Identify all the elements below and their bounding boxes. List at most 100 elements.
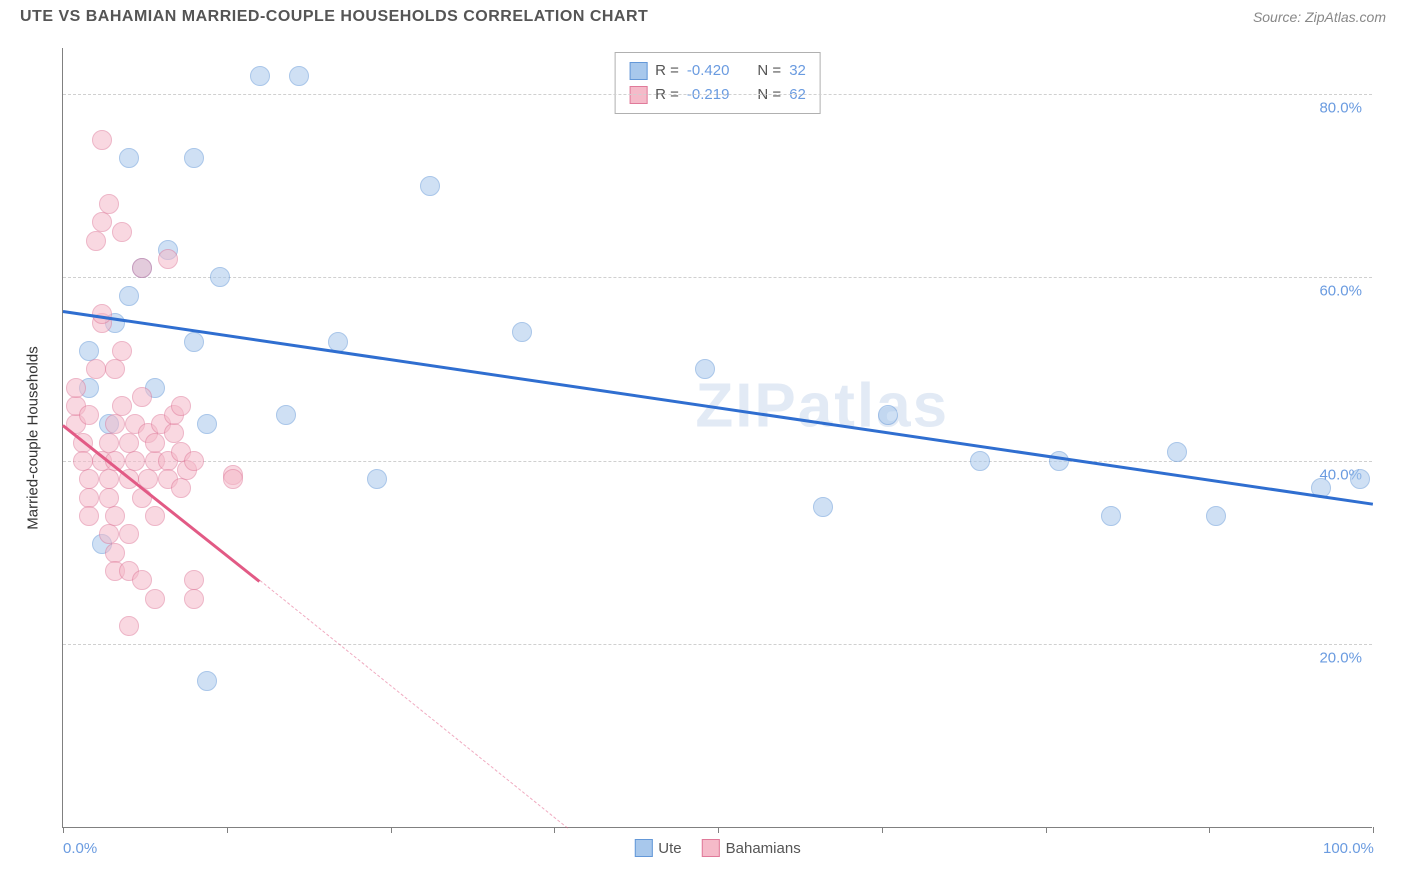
legend-row: R = -0.420 N = 32 bbox=[629, 59, 806, 83]
series-legend-label: Bahamians bbox=[726, 840, 801, 857]
scatter-marker bbox=[105, 506, 125, 526]
y-tick-label: 80.0% bbox=[1319, 99, 1362, 116]
scatter-marker bbox=[92, 130, 112, 150]
scatter-marker bbox=[164, 423, 184, 443]
scatter-marker bbox=[158, 249, 178, 269]
scatter-marker bbox=[79, 488, 99, 508]
scatter-marker bbox=[105, 543, 125, 563]
x-tick bbox=[1373, 827, 1374, 833]
scatter-marker bbox=[289, 66, 309, 86]
gridline-h bbox=[63, 277, 1372, 278]
x-tick bbox=[882, 827, 883, 833]
legend-swatch bbox=[634, 839, 652, 857]
legend-swatch bbox=[702, 839, 720, 857]
x-label-max: 100.0% bbox=[1323, 840, 1374, 857]
scatter-marker bbox=[145, 506, 165, 526]
legend-r-value: -0.420 bbox=[687, 59, 730, 83]
scatter-marker bbox=[171, 396, 191, 416]
scatter-marker bbox=[1206, 506, 1226, 526]
scatter-marker bbox=[112, 341, 132, 361]
series-legend: Ute Bahamians bbox=[634, 839, 800, 857]
scatter-marker bbox=[132, 258, 152, 278]
scatter-marker bbox=[79, 341, 99, 361]
scatter-marker bbox=[1167, 442, 1187, 462]
y-tick-label: 20.0% bbox=[1319, 650, 1362, 667]
scatter-marker bbox=[1350, 469, 1370, 489]
scatter-marker bbox=[112, 396, 132, 416]
scatter-marker bbox=[184, 332, 204, 352]
x-tick bbox=[227, 827, 228, 833]
trend-line bbox=[259, 580, 567, 829]
series-legend-item: Ute bbox=[634, 839, 681, 857]
scatter-marker bbox=[276, 405, 296, 425]
legend-n-label: N = bbox=[757, 83, 781, 107]
scatter-marker bbox=[223, 469, 243, 489]
gridline-h bbox=[63, 94, 1372, 95]
scatter-marker bbox=[420, 176, 440, 196]
x-tick bbox=[1209, 827, 1210, 833]
scatter-marker bbox=[367, 469, 387, 489]
scatter-marker bbox=[512, 322, 532, 342]
scatter-marker bbox=[210, 267, 230, 287]
scatter-marker bbox=[79, 405, 99, 425]
scatter-marker bbox=[99, 524, 119, 544]
scatter-marker bbox=[1049, 451, 1069, 471]
scatter-marker bbox=[119, 286, 139, 306]
scatter-marker bbox=[132, 570, 152, 590]
legend-n-label: N = bbox=[757, 59, 781, 83]
scatter-marker bbox=[813, 497, 833, 517]
chart-title: UTE VS BAHAMIAN MARRIED-COUPLE HOUSEHOLD… bbox=[20, 8, 648, 26]
legend-n-value: 62 bbox=[789, 83, 806, 107]
trend-line bbox=[63, 310, 1373, 505]
series-legend-item: Bahamians bbox=[702, 839, 801, 857]
scatter-marker bbox=[79, 469, 99, 489]
watermark: ZIPatlas bbox=[695, 371, 949, 442]
legend-n-value: 32 bbox=[789, 59, 806, 83]
legend-r-value: -0.219 bbox=[687, 83, 730, 107]
scatter-marker bbox=[99, 433, 119, 453]
legend-swatch bbox=[629, 86, 647, 104]
scatter-marker bbox=[145, 433, 165, 453]
scatter-marker bbox=[86, 359, 106, 379]
scatter-marker bbox=[119, 616, 139, 636]
scatter-marker bbox=[695, 359, 715, 379]
scatter-marker bbox=[197, 414, 217, 434]
scatter-marker bbox=[79, 506, 99, 526]
scatter-marker bbox=[171, 478, 191, 498]
scatter-marker bbox=[184, 148, 204, 168]
scatter-marker bbox=[184, 451, 204, 471]
scatter-marker bbox=[73, 451, 93, 471]
scatter-marker bbox=[112, 222, 132, 242]
plot-area: Married-couple Households ZIPatlas R =-0… bbox=[62, 48, 1372, 828]
source-attribution: Source: ZipAtlas.com bbox=[1253, 9, 1386, 25]
scatter-marker bbox=[66, 378, 86, 398]
legend-r-label: R = bbox=[655, 83, 679, 107]
y-tick-label: 60.0% bbox=[1319, 283, 1362, 300]
scatter-marker bbox=[86, 231, 106, 251]
scatter-marker bbox=[105, 414, 125, 434]
scatter-marker bbox=[99, 469, 119, 489]
x-label-min: 0.0% bbox=[63, 840, 97, 857]
scatter-marker bbox=[119, 148, 139, 168]
x-tick bbox=[718, 827, 719, 833]
scatter-marker bbox=[1101, 506, 1121, 526]
x-tick bbox=[1046, 827, 1047, 833]
legend-swatch bbox=[629, 62, 647, 80]
legend-row: R = -0.219 N = 62 bbox=[629, 83, 806, 107]
correlation-legend: R = -0.420 N = 32 R = -0.219 N = 62 bbox=[614, 52, 821, 114]
scatter-marker bbox=[250, 66, 270, 86]
x-tick bbox=[391, 827, 392, 833]
scatter-marker bbox=[99, 194, 119, 214]
legend-r-label: R = bbox=[655, 59, 679, 83]
scatter-marker bbox=[105, 359, 125, 379]
chart-container: Married-couple Households ZIPatlas R =-0… bbox=[20, 48, 1386, 868]
scatter-marker bbox=[184, 589, 204, 609]
scatter-marker bbox=[99, 488, 119, 508]
scatter-marker bbox=[119, 433, 139, 453]
series-legend-label: Ute bbox=[658, 840, 681, 857]
scatter-marker bbox=[970, 451, 990, 471]
scatter-marker bbox=[184, 570, 204, 590]
scatter-marker bbox=[145, 589, 165, 609]
scatter-marker bbox=[878, 405, 898, 425]
scatter-marker bbox=[197, 671, 217, 691]
